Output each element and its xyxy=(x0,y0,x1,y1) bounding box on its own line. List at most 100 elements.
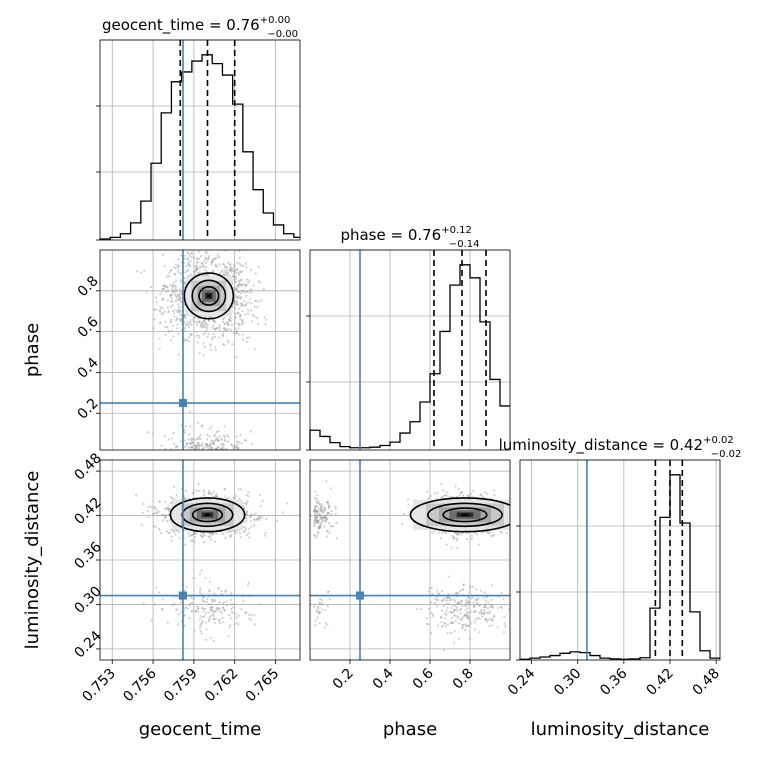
scatter-point xyxy=(246,278,249,281)
scatter-point xyxy=(178,311,181,314)
scatter-point xyxy=(314,517,317,520)
scatter-point xyxy=(166,298,170,302)
scatter-point xyxy=(444,617,447,620)
scatter-point xyxy=(229,535,232,539)
scatter-point xyxy=(170,528,173,532)
scatter-point xyxy=(174,608,178,611)
scatter-point xyxy=(171,284,174,287)
scatter-point xyxy=(195,532,198,535)
y-tick-label: 0.8 xyxy=(75,273,102,300)
scatter-point xyxy=(443,605,446,608)
scatter-point xyxy=(420,608,423,611)
scatter-point xyxy=(240,264,243,267)
scatter-point xyxy=(250,320,253,323)
scatter-point xyxy=(477,543,481,546)
scatter-point xyxy=(161,298,164,301)
scatter-point xyxy=(184,265,187,268)
scatter-point xyxy=(482,612,486,615)
scatter-point xyxy=(193,532,196,535)
scatter-point xyxy=(178,310,181,313)
scatter-point xyxy=(249,430,252,433)
scatter-point xyxy=(456,616,459,619)
scatter-point xyxy=(170,535,173,538)
scatter-point xyxy=(460,601,463,605)
scatter-point xyxy=(231,606,235,609)
scatter-point xyxy=(516,530,518,532)
scatter-point xyxy=(169,339,173,342)
scatter-point xyxy=(202,534,205,537)
scatter-point xyxy=(205,251,209,255)
scatter-point xyxy=(491,624,494,627)
scatter-point xyxy=(322,517,325,520)
scatter-point xyxy=(320,508,323,511)
scatter-point xyxy=(451,622,454,625)
scatter-point xyxy=(208,606,211,609)
scatter-point xyxy=(161,514,164,517)
scatter-phase-geocent_time-points xyxy=(136,250,268,450)
scatter-point xyxy=(222,262,225,266)
scatter-point xyxy=(178,292,181,295)
scatter-point xyxy=(164,516,167,520)
x-tick-label: 0.36 xyxy=(597,665,630,698)
scatter-point xyxy=(223,487,226,490)
scatter-point xyxy=(218,324,221,327)
scatter-point xyxy=(493,614,496,617)
scatter-point xyxy=(464,613,467,616)
scatter-point xyxy=(158,528,161,531)
scatter-point xyxy=(178,299,181,302)
scatter-point xyxy=(459,491,462,494)
scatter-point xyxy=(466,607,470,610)
scatter-point xyxy=(231,267,234,270)
scatter-point xyxy=(472,601,475,604)
scatter-point xyxy=(317,508,320,511)
scatter-point xyxy=(201,620,204,623)
scatter-point xyxy=(324,509,327,512)
scatter-point xyxy=(158,337,161,340)
scatter-point xyxy=(169,319,173,323)
scatter-point xyxy=(513,499,515,501)
scatter-point xyxy=(255,316,258,320)
scatter-point xyxy=(453,614,456,617)
scatter-point xyxy=(243,304,246,307)
scatter-point xyxy=(177,530,181,533)
scatter-point xyxy=(226,339,229,342)
scatter-point xyxy=(214,328,218,331)
scatter-point xyxy=(430,612,433,615)
scatter-point xyxy=(217,619,221,622)
scatter-point xyxy=(209,538,213,541)
scatter-point xyxy=(140,271,143,274)
scatter-point xyxy=(222,605,225,609)
scatter-point xyxy=(177,309,180,312)
scatter-point xyxy=(213,434,216,438)
scatter-point xyxy=(223,317,226,320)
scatter-point xyxy=(167,509,171,512)
scatter-point xyxy=(238,532,242,535)
scatter-point xyxy=(164,508,167,511)
scatter-point xyxy=(228,318,231,322)
scatter-point xyxy=(197,443,201,446)
scatter-point xyxy=(218,600,221,604)
scatter-point xyxy=(142,269,146,272)
scatter-point xyxy=(159,532,163,535)
scatter-point xyxy=(240,278,243,282)
scatter-point xyxy=(166,289,169,293)
scatter-point xyxy=(440,531,443,535)
scatter-point xyxy=(221,447,224,450)
scatter-point xyxy=(251,443,254,446)
scatter-point xyxy=(512,510,514,512)
scatter-point xyxy=(168,271,171,274)
scatter-point xyxy=(465,598,468,602)
scatter-point xyxy=(457,601,460,604)
scatter-point xyxy=(326,517,329,521)
scatter-point xyxy=(216,438,219,441)
scatter-point xyxy=(218,621,222,625)
scatter-point xyxy=(229,320,232,323)
scatter-point xyxy=(193,535,196,539)
scatter-point xyxy=(230,270,233,273)
scatter-point xyxy=(167,507,170,511)
scatter-point xyxy=(179,309,182,312)
scatter-point xyxy=(235,616,238,619)
scatter-point xyxy=(237,614,240,617)
scatter-point xyxy=(215,495,219,498)
scatter-point xyxy=(323,507,326,510)
